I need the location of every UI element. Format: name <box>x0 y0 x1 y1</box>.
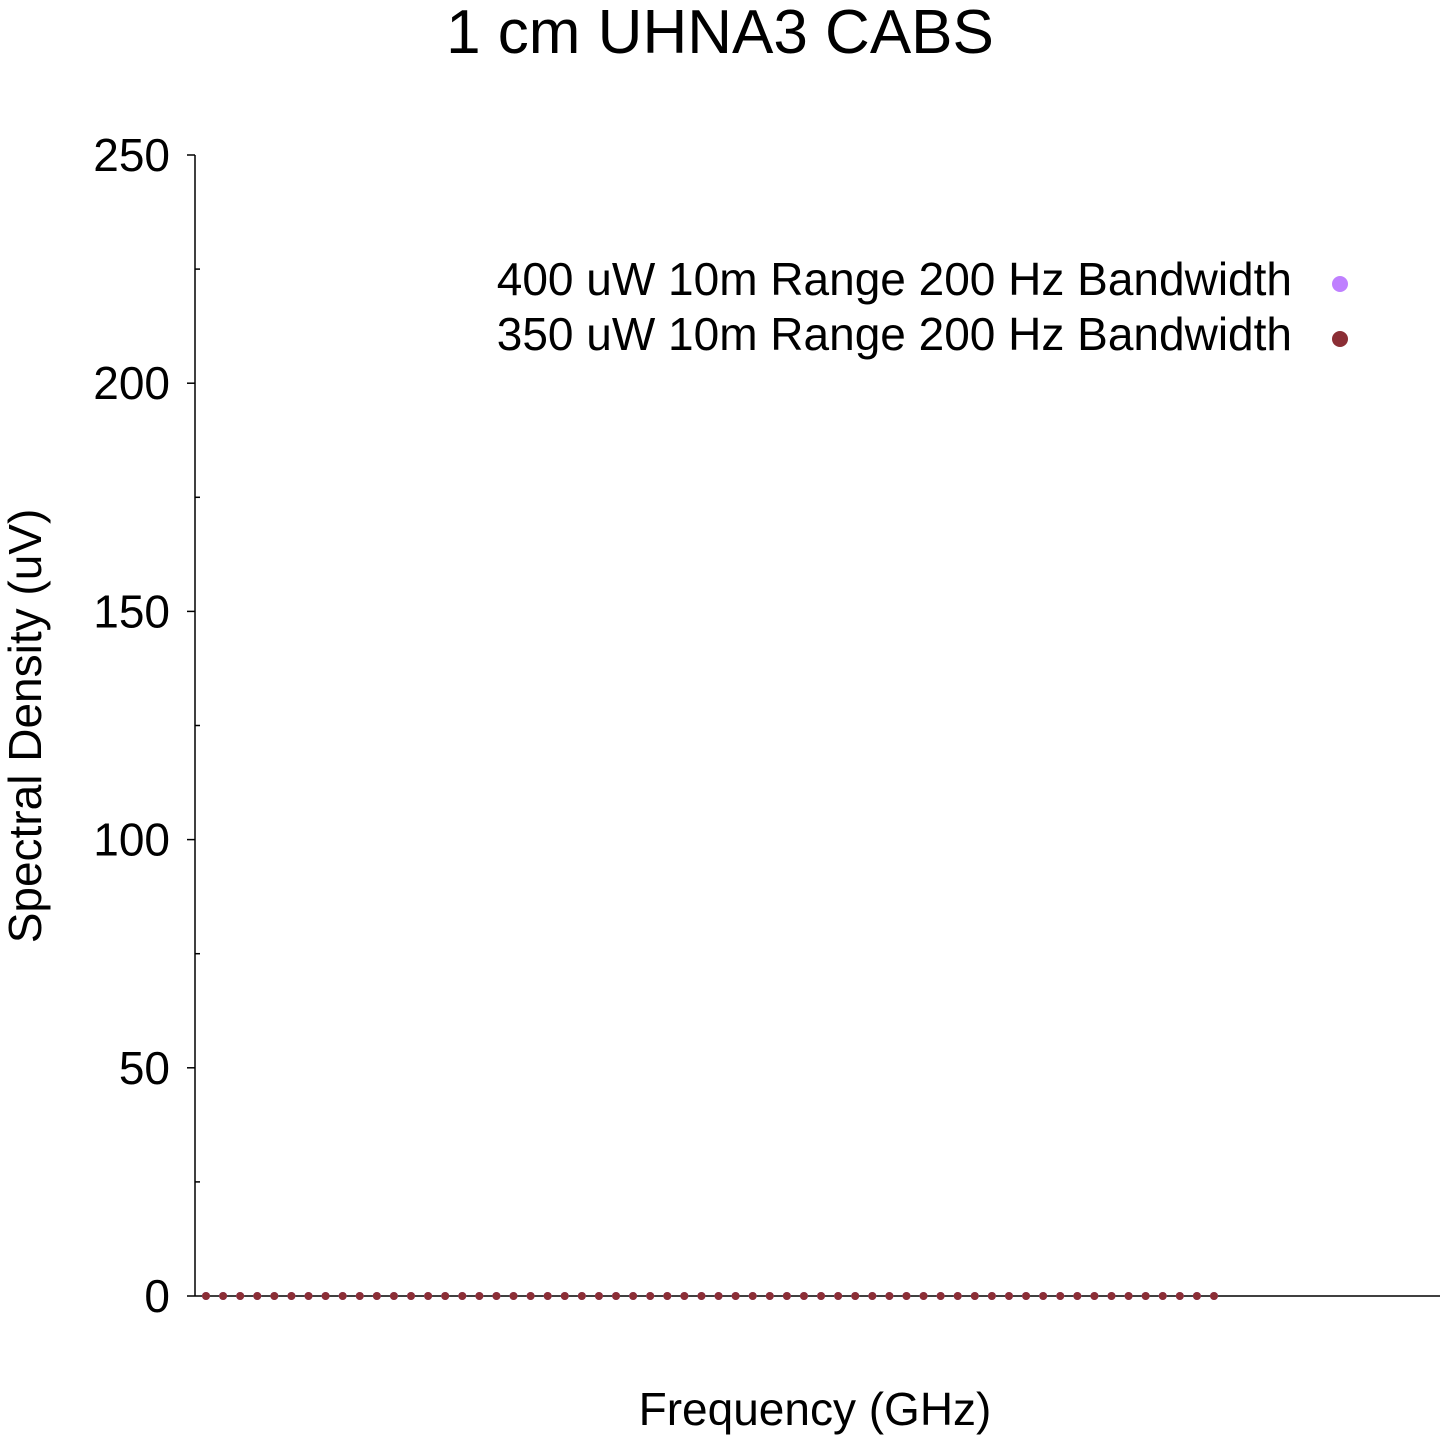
legend-label-400uw: 400 uW 10m Range 200 Hz Bandwidth <box>497 253 1292 305</box>
data-point-series-2 <box>526 1292 535 1300</box>
data-point-series-2 <box>680 1292 689 1300</box>
data-point-series-2 <box>714 1292 723 1300</box>
data-point-series-2 <box>782 1292 791 1300</box>
data-point-series-2 <box>594 1292 603 1300</box>
data-point-series-2 <box>236 1292 245 1300</box>
data-point-series-2 <box>458 1292 467 1300</box>
data-point-series-2 <box>1056 1292 1065 1300</box>
data-point-series-2 <box>475 1292 484 1300</box>
data-point-series-2 <box>372 1292 381 1300</box>
data-point-series-2 <box>834 1292 843 1300</box>
data-point-series-2 <box>338 1292 347 1300</box>
data-point-series-2 <box>1210 1292 1218 1300</box>
y-tick-label: 100 <box>93 814 170 866</box>
data-point-series-2 <box>748 1292 757 1300</box>
data-point-series-2 <box>1158 1292 1167 1300</box>
data-point-series-2 <box>629 1292 638 1300</box>
data-point-series-2 <box>663 1292 672 1300</box>
data-point-series-2 <box>1004 1292 1013 1300</box>
data-point-series-2 <box>1124 1292 1133 1300</box>
data-point-series-2 <box>731 1292 740 1300</box>
data-point-series-2 <box>817 1292 826 1300</box>
data-point-series-2 <box>1073 1292 1082 1300</box>
y-tick-label: 200 <box>93 357 170 409</box>
data-point-series-2 <box>953 1292 962 1300</box>
data-point-series-2 <box>1192 1292 1201 1300</box>
data-point-series-2 <box>304 1292 313 1300</box>
data-point-series-2 <box>868 1292 877 1300</box>
data-point-series-2 <box>970 1292 979 1300</box>
data-point-series-2 <box>885 1292 894 1300</box>
legend-marker-400uw <box>1332 276 1348 292</box>
data-point-series-2 <box>1022 1292 1031 1300</box>
data-point-series-2 <box>697 1292 706 1300</box>
data-point-series-2 <box>560 1292 569 1300</box>
y-tick-label: 150 <box>93 585 170 637</box>
data-point-series-2 <box>1039 1292 1048 1300</box>
data-point-series-2 <box>270 1292 279 1300</box>
legend-marker-350uw <box>1332 331 1348 347</box>
data-point-series-2 <box>799 1292 808 1300</box>
data-point-series-2 <box>321 1292 330 1300</box>
data-point-series-2 <box>219 1292 228 1300</box>
y-axis-title: Spectral Density (uV) <box>0 509 51 944</box>
data-point-series-2 <box>646 1292 655 1300</box>
data-point-series-2 <box>902 1292 911 1300</box>
data-point-series-2 <box>424 1292 433 1300</box>
data-point-series-2 <box>1141 1292 1150 1300</box>
data-points <box>202 1292 1218 1300</box>
data-point-series-2 <box>509 1292 518 1300</box>
data-point-series-2 <box>492 1292 501 1300</box>
data-point-series-2 <box>253 1292 262 1300</box>
data-point-series-2 <box>851 1292 860 1300</box>
y-tick-label: 50 <box>119 1042 170 1094</box>
data-point-series-2 <box>202 1292 210 1300</box>
y-ticks: 0 50 100 150 200 250 <box>93 129 200 1322</box>
data-point-series-2 <box>987 1292 996 1300</box>
data-point-series-2 <box>355 1292 364 1300</box>
data-point-series-2 <box>287 1292 296 1300</box>
legend-label-350uw: 350 uW 10m Range 200 Hz Bandwidth <box>497 308 1292 360</box>
chart-title: 1 cm UHNA3 CABS <box>446 0 994 67</box>
data-point-series-2 <box>765 1292 774 1300</box>
data-point-series-2 <box>441 1292 450 1300</box>
data-point-series-2 <box>1090 1292 1099 1300</box>
data-point-series-2 <box>936 1292 945 1300</box>
data-point-series-2 <box>543 1292 552 1300</box>
data-point-series-2 <box>407 1292 416 1300</box>
y-tick-label: 250 <box>93 129 170 181</box>
legend: 400 uW 10m Range 200 Hz Bandwidth 350 uW… <box>497 253 1348 360</box>
data-point-series-2 <box>577 1292 586 1300</box>
x-axis-title: Frequency (GHz) <box>639 1383 992 1435</box>
data-point-series-2 <box>919 1292 928 1300</box>
data-point-series-2 <box>1175 1292 1184 1300</box>
data-point-series-2 <box>389 1292 398 1300</box>
y-tick-label: 0 <box>144 1270 170 1322</box>
data-point-series-2 <box>1107 1292 1116 1300</box>
data-point-series-2 <box>612 1292 621 1300</box>
